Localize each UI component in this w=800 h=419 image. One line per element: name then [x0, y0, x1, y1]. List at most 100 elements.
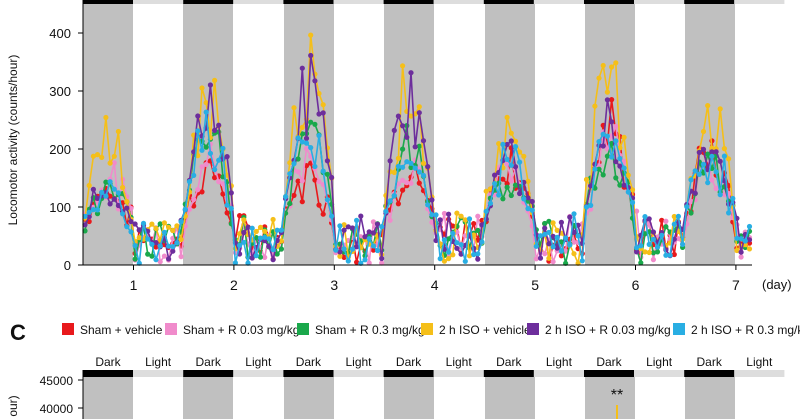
series-point: [663, 252, 669, 258]
series-point: [462, 258, 468, 264]
series-point: [103, 179, 109, 185]
dark-phase-bar: [383, 0, 434, 4]
series-point: [638, 260, 644, 266]
series-point: [308, 119, 314, 125]
series-point: [517, 159, 523, 165]
series-point: [441, 210, 447, 217]
series-point: [721, 146, 728, 152]
series-point: [212, 167, 218, 173]
dark-phase-bar: [183, 370, 234, 377]
light-phase-bar: [233, 0, 284, 4]
axes-top: 0 100 200 300 400 1 2 3 4 5 6 7: [49, 0, 752, 293]
series-point: [475, 256, 481, 262]
series-point: [466, 253, 473, 259]
series-point: [650, 250, 657, 256]
series-point: [420, 138, 427, 144]
series-point: [554, 234, 560, 240]
series-point: [149, 221, 155, 227]
series-point: [391, 193, 397, 199]
series-point: [466, 216, 473, 222]
series-point: [663, 224, 669, 230]
series-point: [441, 258, 447, 264]
light-phase-bar: [634, 0, 685, 4]
series-line: [84, 54, 751, 261]
series-point: [500, 176, 506, 182]
series-point: [450, 223, 456, 229]
dark-band: [485, 376, 535, 419]
series-point: [650, 229, 657, 235]
series-point: [270, 247, 276, 253]
light-phase-bar: [533, 0, 584, 4]
series-point: [291, 105, 297, 111]
series-point: [262, 234, 268, 240]
series-point: [391, 169, 397, 175]
series-point: [312, 121, 318, 127]
series-point: [199, 164, 205, 170]
series-point: [713, 149, 719, 155]
series-point: [362, 257, 368, 263]
series-point: [241, 239, 247, 245]
series-point: [437, 217, 443, 223]
series-point: [408, 164, 414, 171]
series-point: [82, 228, 88, 234]
significance-annotation: **: [611, 387, 623, 404]
series-point: [354, 244, 360, 250]
series-point: [216, 179, 222, 185]
series-point: [166, 256, 172, 262]
series-point: [717, 192, 723, 198]
x-tick-label: 2: [230, 277, 238, 293]
series-point: [257, 224, 264, 230]
light-phase-bar: [734, 0, 785, 4]
series-point: [508, 138, 514, 144]
series-point: [734, 247, 740, 254]
series-point: [145, 236, 151, 242]
series-point: [696, 171, 702, 177]
series-point: [383, 208, 389, 214]
series-point: [99, 154, 105, 160]
series-point: [312, 177, 318, 183]
legend-swatch: [421, 323, 433, 335]
series-point: [487, 186, 493, 192]
phase-bar-top: [83, 0, 785, 4]
series-point: [734, 235, 740, 241]
series-point: [395, 163, 401, 169]
series-point: [86, 209, 92, 215]
series-point: [746, 237, 753, 243]
series-point: [671, 221, 677, 227]
phase-label: Dark: [95, 355, 121, 369]
series-point: [203, 100, 209, 106]
series-point: [604, 133, 611, 139]
series-point: [354, 259, 360, 265]
series-point: [571, 211, 577, 217]
series-point: [650, 236, 657, 242]
series-point: [191, 196, 197, 203]
series-point: [120, 211, 126, 217]
series-point: [94, 211, 101, 217]
series-point: [717, 106, 723, 112]
series-point: [621, 182, 627, 188]
series-point: [337, 249, 343, 255]
series-point: [441, 237, 447, 243]
phase-label: Dark: [296, 355, 322, 369]
series-point: [546, 229, 552, 235]
light-phase-bar: [333, 0, 384, 4]
series-point: [642, 231, 648, 237]
series-point: [308, 32, 314, 38]
series-point: [132, 243, 138, 249]
y-tick-label: 200: [49, 142, 71, 157]
phase-label: Light: [646, 355, 673, 369]
series-point: [107, 160, 113, 166]
series-point: [182, 206, 188, 212]
series-point: [128, 229, 134, 235]
series-point: [207, 150, 213, 156]
legend-label: 2 h ISO + R 0.3 mg/kg: [691, 323, 800, 337]
series-point: [107, 193, 113, 199]
series-point: [508, 192, 514, 199]
series-point: [400, 187, 406, 193]
series-point: [224, 154, 230, 160]
x-tick-label: 3: [330, 277, 338, 293]
series-point: [195, 113, 201, 119]
series-point: [705, 151, 711, 157]
series-point: [128, 218, 134, 225]
series-point: [111, 153, 117, 159]
